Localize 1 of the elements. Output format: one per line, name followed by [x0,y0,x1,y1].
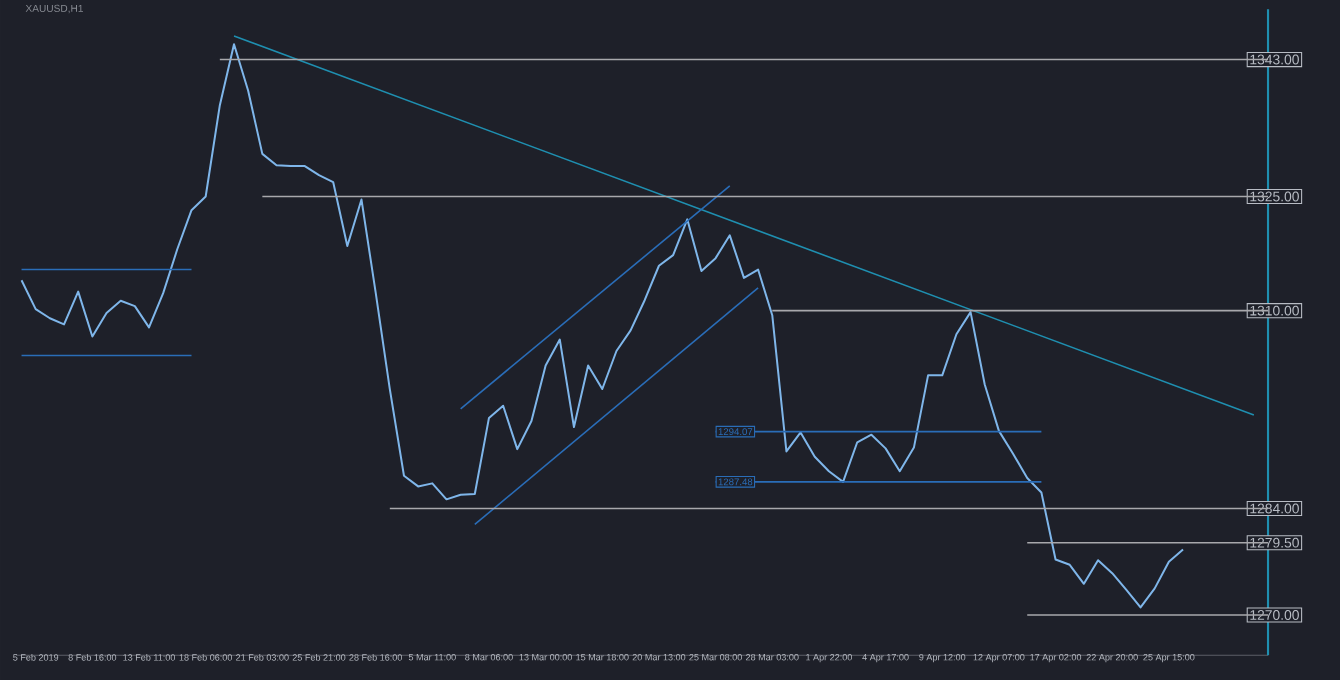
line-series [20,43,1185,609]
